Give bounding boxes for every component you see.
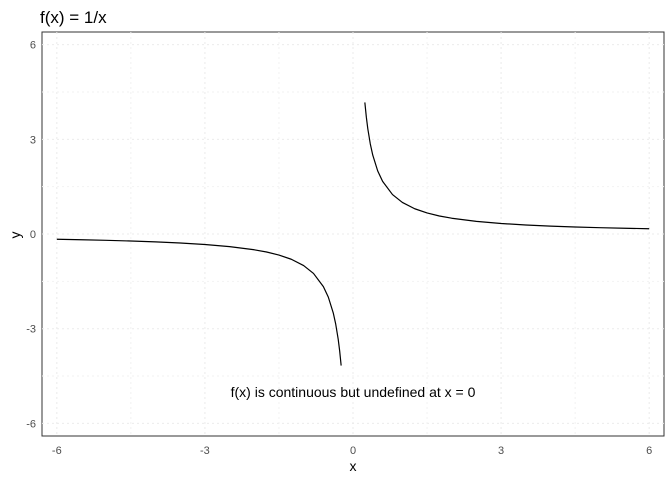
x-axis-label: x bbox=[350, 458, 357, 474]
y-tick-label: 0 bbox=[30, 229, 36, 241]
annotation-text: f(x) is continuous but undefined at x = … bbox=[231, 384, 476, 400]
x-tick-label: -3 bbox=[200, 445, 210, 457]
x-axis-ticks: -6 -3 0 3 6 bbox=[52, 445, 652, 457]
chart-title: f(x) = 1/x bbox=[40, 8, 107, 27]
curve-group bbox=[56, 102, 650, 366]
curve-left-branch bbox=[56, 238, 342, 366]
curve-right-branch bbox=[364, 102, 650, 230]
y-tick-label: 3 bbox=[30, 134, 36, 146]
y-tick-label: -6 bbox=[26, 418, 36, 430]
x-tick-label: -6 bbox=[52, 445, 62, 457]
grid-lines bbox=[42, 32, 664, 436]
y-tick-label: -3 bbox=[26, 324, 36, 336]
y-tick-label: 6 bbox=[30, 40, 36, 52]
x-tick-label: 0 bbox=[350, 445, 356, 457]
x-tick-label: 3 bbox=[498, 445, 504, 457]
y-axis-ticks: -6 -3 0 3 6 bbox=[26, 40, 36, 431]
y-axis-label: y bbox=[7, 232, 23, 239]
x-tick-label: 6 bbox=[646, 445, 652, 457]
